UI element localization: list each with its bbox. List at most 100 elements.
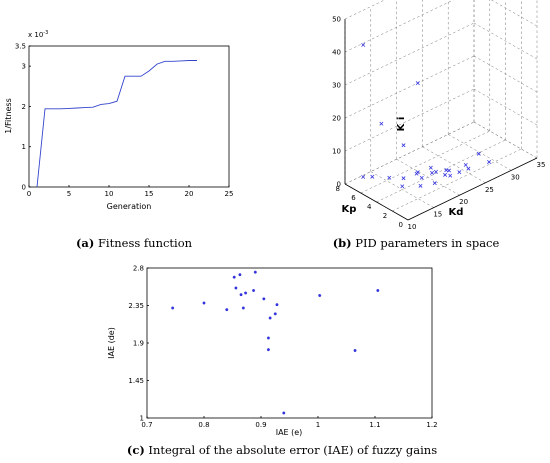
y-tick-label: 2: [22, 103, 26, 111]
grid-line: [344, 0, 454, 53]
grid-line: [344, 88, 475, 152]
kd-axis: [407, 157, 538, 221]
kd-tick-label: 30: [511, 173, 520, 181]
grid-line: [392, 148, 522, 212]
x-tick-label: 1.1: [369, 421, 380, 429]
y-tick-label: 3.5: [15, 43, 26, 51]
grid-line: [344, 22, 475, 86]
x-axis-label: Kd: [449, 207, 464, 218]
data-point: [266, 336, 270, 340]
data-point: [466, 166, 471, 171]
x-tick-label: 1.2: [426, 421, 437, 429]
x-tick-label: 5: [67, 190, 71, 198]
x-tick-label: 0: [27, 190, 31, 198]
x-tick-label: 0.8: [198, 421, 209, 429]
x-tick-label: 10: [105, 190, 114, 198]
y-tick-label: 3: [22, 63, 26, 71]
y-tick-label: 1.45: [128, 377, 144, 385]
data-point: [253, 270, 257, 274]
grid-line: [376, 139, 506, 203]
kp-tick-label: 8: [336, 185, 340, 193]
y-axis-label: IAE (de): [107, 327, 116, 359]
data-point: [457, 170, 462, 175]
data-point: [318, 294, 322, 297]
y-tick-label: 2.35: [128, 302, 144, 310]
data-point: [476, 151, 481, 156]
x-tick-label: 20: [185, 190, 194, 198]
data-point: [379, 121, 384, 126]
kp-tick-label: 6: [351, 194, 356, 202]
kd-tick-label: 20: [459, 198, 468, 206]
data-point: [202, 301, 206, 305]
ki-tick-label: 50: [332, 16, 341, 24]
data-point: [463, 162, 468, 167]
data-point: [361, 174, 366, 179]
ki-tick-label: 0: [337, 181, 341, 189]
y-axis-label: 1/Fitness: [4, 98, 13, 134]
y-tick-label: 1.9: [133, 340, 144, 348]
data-point: [232, 275, 236, 279]
data-point: [433, 169, 438, 174]
y-tick-label: 0: [22, 184, 26, 192]
y-tick-label: 1: [140, 415, 144, 423]
caption-b: (b) PID parameters in space: [333, 236, 500, 250]
data-point: [487, 160, 492, 164]
data-point: [273, 312, 277, 316]
kd-tick-label: 35: [537, 161, 546, 169]
data-point: [376, 289, 380, 292]
data-point: [268, 316, 272, 320]
data-point: [428, 165, 433, 170]
data-point: [418, 183, 423, 188]
data-point: [266, 348, 270, 352]
data-point: [419, 175, 424, 180]
y-tick-label: 1: [22, 143, 26, 151]
grid-line: [344, 0, 386, 20]
kp-tick-label: 2: [383, 212, 387, 220]
data-point: [401, 176, 406, 181]
ki-tick-label: 20: [332, 115, 341, 123]
data-point: [234, 286, 238, 290]
kd-tick-label: 10: [408, 223, 417, 231]
x-tick-label: 1: [316, 421, 320, 429]
data-point: [432, 181, 437, 186]
data-point: [282, 411, 286, 415]
grid-line: [473, 88, 538, 126]
fitness-line: [36, 60, 197, 188]
kd-tick-label: 15: [433, 211, 442, 219]
data-point: [353, 349, 357, 352]
data-point: [238, 273, 242, 277]
data-point: [448, 173, 453, 178]
grid-line: [370, 171, 434, 208]
plot-frame: [146, 267, 433, 419]
plot-frame: [28, 45, 230, 188]
data-point: [387, 175, 392, 180]
x-tick-label: 25: [225, 190, 234, 198]
data-point: [361, 42, 366, 47]
data-point: [171, 306, 175, 310]
data-point: [415, 170, 420, 175]
x-axis-label: Generation: [107, 202, 152, 211]
x-tick-label: 15: [145, 190, 154, 198]
x-axis-label: IAE (e): [276, 428, 303, 437]
x-tick-label: 0.7: [141, 421, 152, 429]
kp-tick-label: 4: [367, 203, 372, 211]
fitness-chart: x 10-3 Generation 1/Fitness 0 5 10 15 20 25 0 1…: [4, 30, 233, 211]
ki-tick-label: 10: [332, 148, 341, 156]
caption-c: (c) Integral of the absolute error (IAE)…: [127, 443, 437, 457]
data-point: [225, 308, 229, 312]
data-point: [275, 303, 279, 307]
caption-a: (a) Fitness function: [76, 236, 193, 250]
grid-line: [473, 22, 538, 60]
data-point: [252, 289, 256, 292]
y-tick-label: 2.8: [133, 265, 144, 273]
kp-tick-label: 0: [399, 221, 403, 229]
z-axis-label: K i: [396, 117, 407, 132]
data-point: [241, 306, 245, 310]
data-point: [430, 170, 435, 175]
grid-line: [344, 121, 475, 185]
data-point: [415, 81, 420, 86]
ki-tick-label: 40: [332, 49, 341, 57]
grid-line: [360, 130, 490, 194]
data-point: [262, 297, 266, 301]
